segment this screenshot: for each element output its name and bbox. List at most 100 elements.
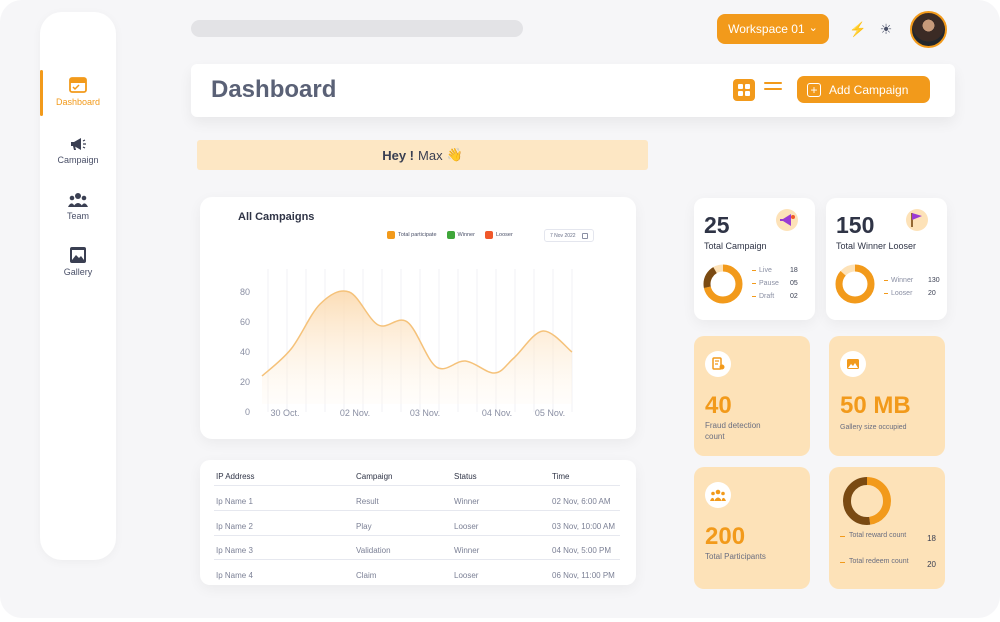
table-cell: Ip Name 3 [216,546,253,555]
page-title: Dashboard [211,76,337,103]
breakdown-row: Pause 05 [752,277,798,290]
col-header: Status [454,472,477,481]
table-cell: Claim [356,570,377,580]
dashboard-icon [69,77,87,93]
table-cell: 04 Nov, 5:00 PM [552,546,611,555]
calendar-icon [581,232,588,239]
sun-icon[interactable]: ☀ [879,20,893,37]
table-cell: 03 Nov, 10:00 AM [552,521,615,531]
table-row[interactable]: Ip Name 1 Result Winner 02 Nov, 6:00 AM [214,487,620,511]
sidebar-item-campaign[interactable]: Campaign [40,136,116,165]
gallery-size-value: 50 MB [840,392,911,419]
grid-view-button[interactable] [733,79,755,101]
plus-icon: + [807,82,821,97]
page-header: Dashboard + Add Campaign [191,64,955,117]
table-cell: Ip Name 2 [216,521,253,531]
x-tick-label: 03 Nov. [410,408,440,418]
breakdown-row: Draft 02 [752,290,798,303]
table-cell: 06 Nov, 11:00 PM [552,570,615,580]
y-tick-label: 60 [240,317,250,327]
table-cell: Looser [454,570,479,580]
megaphone-icon [71,138,86,150]
fraud-value: 40 [705,392,732,419]
rewards-donut [843,477,891,525]
workspace-dropdown[interactable]: Workspace 01 ⌄ [717,14,829,44]
winner-looser-label: Total Winner Looser [836,241,917,251]
bolt-icon[interactable]: ⚡ [849,20,867,37]
ip-table: IP Address Campaign Status Time Ip Name … [200,460,636,585]
x-tick-label: 05 Nov. [535,408,565,418]
fraud-label: Fraud detection count [705,421,761,441]
series-area [262,290,572,404]
x-tick-label: 30 Oct. [270,408,299,418]
team-icon [68,193,88,207]
campaign-breakdown: Live 18 Pause 05 Draft 02 [752,264,798,303]
reward-row: Total redeem count 20 [840,557,936,583]
sidebar: Dashboard Campaign Team [40,12,116,560]
table-row[interactable]: Ip Name 4 Claim Looser 06 Nov, 11:00 PM [214,561,620,585]
col-header: IP Address [216,472,255,481]
breakdown-row: Looser 20 [884,287,940,300]
workspace-label: Workspace 01 [728,22,805,36]
rewards-card[interactable]: Total reward count 18 Total redeem count… [829,467,945,589]
x-tick-label: 04 Nov. [482,408,512,418]
avatar[interactable] [910,11,947,48]
table-cell: Looser [454,521,479,531]
series-line [261,290,573,377]
greeting-banner: Hey ! Max 👋 [197,140,648,170]
table-row[interactable]: Ip Name 2 Play Looser 03 Nov, 10:00 AM [214,512,620,536]
chart-legend: Total participate Winner Looser [387,231,513,239]
legend-item-winner[interactable]: Winner [446,231,475,239]
y-tick-label: 40 [240,347,250,357]
participants-label: Total Participants [705,552,766,561]
total-campaign-label: Total Campaign [704,241,767,251]
add-campaign-button[interactable]: + Add Campaign [797,76,930,103]
table-cell: Winner [454,546,480,555]
sidebar-item-gallery[interactable]: Gallery [40,246,116,277]
table-cell: Validation [356,546,391,555]
table-cell: 02 Nov, 6:00 AM [552,497,611,506]
gallery-size-label: Gallery size occupied [840,424,907,431]
table-cell: Result [356,497,379,506]
table-row[interactable]: Ip Name 3 Validation Winner 04 Nov, 5:00 PM [214,536,620,560]
participants-card[interactable]: 200 Total Participants [694,467,810,589]
sidebar-item-team[interactable]: Team [40,192,116,221]
participants-value: 200 [705,523,746,550]
campaigns-chart: 0 20 40 60 80 30 Oct. 02 Nov. 03 Nov. 04 Nov. 05 … [240,269,573,418]
legend-item-total[interactable]: Total participate [387,231,437,239]
flag-icon [904,207,930,233]
people-icon [705,482,731,508]
greeting-text: Hey ! [382,147,415,163]
sidebar-item-label: Dashboard [55,97,101,107]
sidebar-item-label: Campaign [57,155,99,165]
legend-item-looser[interactable]: Looser [484,231,513,239]
fraud-detection-card[interactable]: 40 Fraud detection count [694,336,810,456]
list-view-button[interactable] [764,82,782,96]
winner-breakdown: Winner 130 Looser 20 [884,274,940,300]
chart-title: All Campaigns [238,211,315,223]
sidebar-item-label: Team [66,211,89,221]
add-campaign-label: Add Campaign [829,82,909,97]
winner-looser-value: 150 [836,212,875,238]
table-header: IP Address Campaign Status Time [214,462,620,486]
date-picker[interactable]: 7 Nov 2022 [544,229,594,242]
table-cell: Winner [454,497,480,506]
wave-icon: 👋 [446,147,463,162]
search-bar[interactable] [191,20,523,37]
date-value: 7 Nov 2022 [550,232,576,239]
y-tick-label: 20 [240,377,250,387]
breakdown-row: Winner 130 [884,274,940,287]
gallery-icon [70,247,86,263]
active-indicator [40,70,43,116]
gallery-size-card[interactable]: 50 MB Gallery size occupied [829,336,945,456]
col-header: Time [552,472,570,481]
winner-looser-card[interactable]: 150 Total Winner Looser Winner 130 Looser… [826,198,947,320]
winner-donut [835,264,875,304]
x-tick-label: 02 Nov. [340,408,370,418]
table-cell: Ip Name 4 [216,570,253,580]
sidebar-item-dashboard[interactable]: Dashboard [40,70,116,116]
table-cell: Ip Name 1 [216,497,253,506]
rewards-legend: Total reward count 18 Total redeem count… [840,531,936,583]
total-campaign-card[interactable]: 25 Total Campaign Live 18 Pause 05 Draft 02 [694,198,815,320]
